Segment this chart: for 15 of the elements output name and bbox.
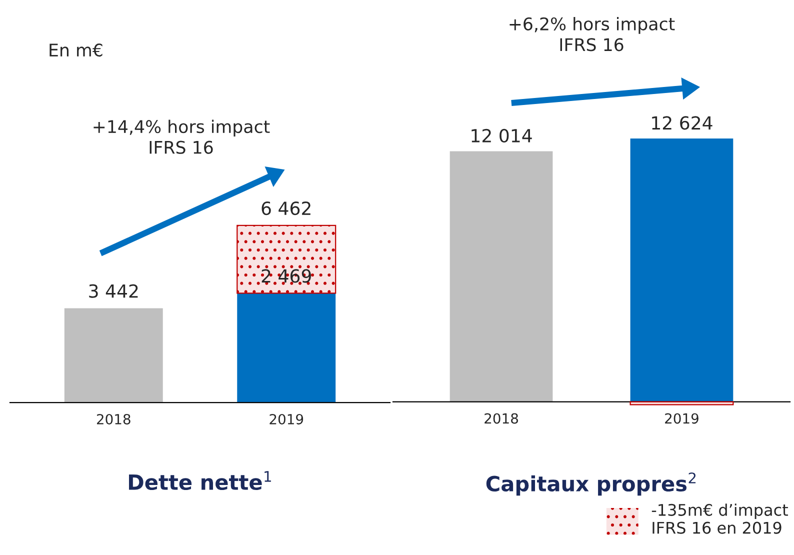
text: En m€ — [50, 44, 102, 57]
text: Capitaux propres$^{2}$ — [486, 472, 696, 496]
x-tick-label: 2019 — [270, 414, 304, 424]
data-label: 3 442 — [89, 284, 138, 298]
x-tick-label: 2019 — [665, 413, 698, 424]
data-label: 2 469 — [262, 269, 311, 283]
data-label: 12 014 — [472, 128, 532, 143]
text: +14,4% hors impact IFRS 16 — [94, 120, 270, 154]
data-label: 12 624 — [652, 116, 712, 130]
x-tick-label: 2018 — [484, 413, 518, 424]
text: +6,2% hors impact IFRS 16 — [510, 17, 675, 52]
total-label: 6 462 — [262, 201, 310, 216]
legend-label: -135m€ d’impact IFRS 16 en 2019 — [652, 504, 788, 534]
x-tick-label: 2018 — [96, 414, 130, 424]
text: Dette nette$^{1}$ — [128, 471, 271, 490]
